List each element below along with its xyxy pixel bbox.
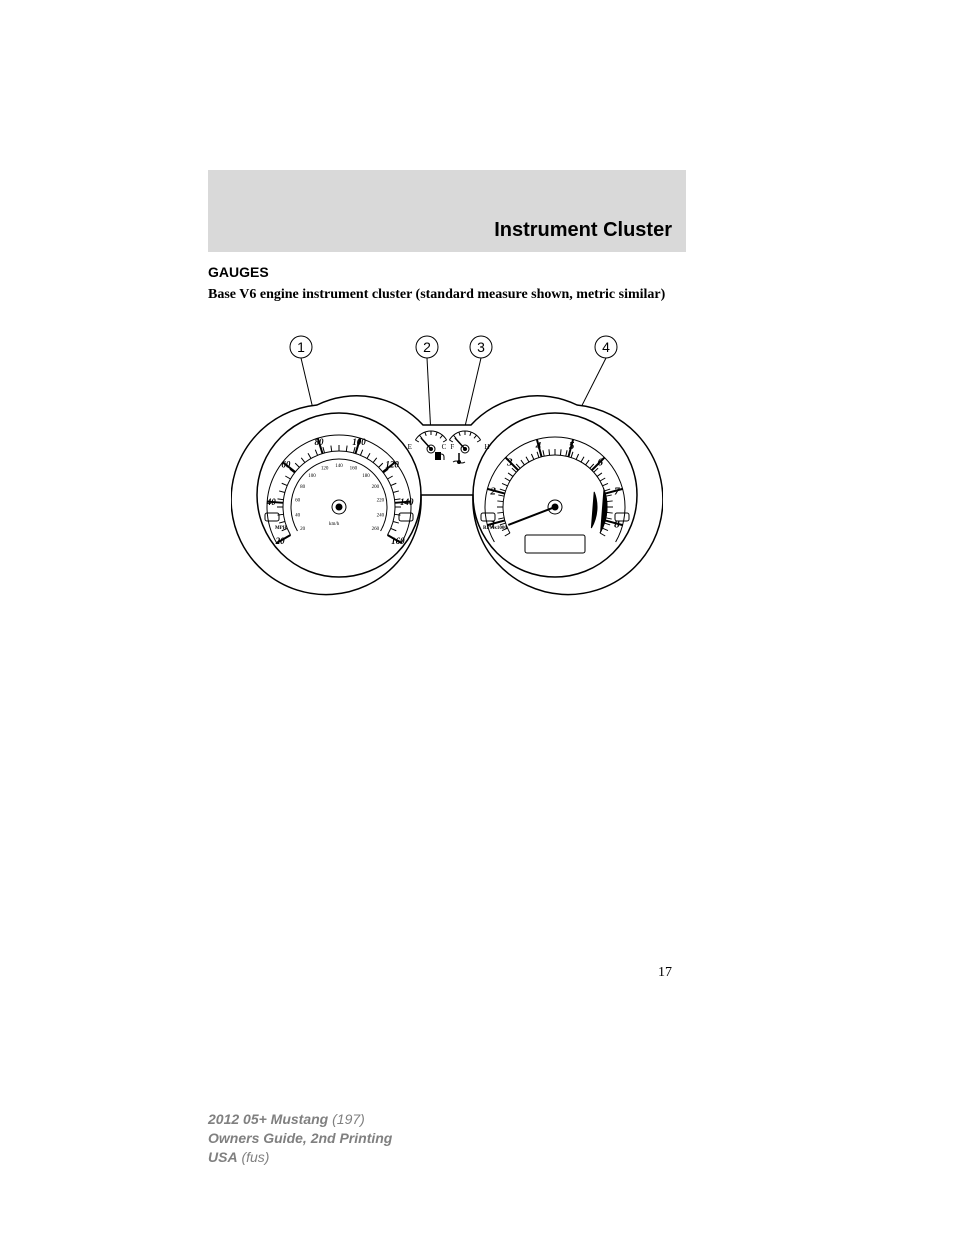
- svg-text:80: 80: [300, 485, 306, 490]
- footer: 2012 05+ Mustang (197) Owners Guide, 2nd…: [208, 1110, 392, 1167]
- footer-fus: (fus): [241, 1149, 269, 1165]
- footer-line-1: 2012 05+ Mustang (197): [208, 1110, 392, 1129]
- svg-text:4: 4: [535, 440, 542, 452]
- footer-model: 2012 05+ Mustang: [208, 1111, 328, 1127]
- footer-code: (197): [332, 1111, 365, 1127]
- page-content: Instrument Cluster GAUGES Base V6 engine…: [208, 170, 686, 620]
- svg-text:180: 180: [362, 474, 370, 479]
- svg-text:km/h: km/h: [329, 522, 340, 527]
- footer-line-2: Owners Guide, 2nd Printing: [208, 1129, 392, 1148]
- svg-text:140: 140: [335, 464, 343, 469]
- svg-text:5: 5: [569, 440, 575, 452]
- page-number: 17: [658, 965, 672, 981]
- gauges-heading: GAUGES: [208, 264, 686, 280]
- svg-text:20: 20: [275, 536, 286, 546]
- svg-text:120: 120: [321, 466, 329, 471]
- svg-text:100: 100: [308, 474, 316, 479]
- svg-text:80: 80: [314, 437, 324, 447]
- svg-text:6: 6: [598, 457, 604, 469]
- svg-text:E: E: [408, 443, 412, 451]
- svg-text:120: 120: [385, 459, 399, 469]
- section-title: Instrument Cluster: [494, 219, 672, 242]
- svg-text:260: 260: [372, 527, 380, 532]
- svg-text:2: 2: [489, 485, 496, 497]
- svg-text:7: 7: [614, 485, 620, 497]
- svg-text:RPMx1000: RPMx1000: [483, 526, 507, 531]
- svg-text:60: 60: [281, 459, 291, 469]
- cluster-subtitle: Base V6 engine instrument cluster (stand…: [208, 286, 686, 305]
- svg-text:1: 1: [297, 339, 305, 355]
- svg-text:2: 2: [423, 339, 431, 355]
- svg-text:C: C: [442, 443, 447, 451]
- svg-text:4: 4: [602, 339, 610, 355]
- svg-text:F: F: [450, 443, 454, 451]
- svg-text:200: 200: [372, 485, 380, 490]
- svg-text:H: H: [484, 443, 489, 451]
- header-bar: Instrument Cluster: [208, 170, 686, 252]
- svg-text:160: 160: [391, 536, 405, 546]
- svg-text:40: 40: [295, 513, 301, 518]
- svg-text:3: 3: [506, 457, 513, 469]
- svg-text:160: 160: [350, 466, 358, 471]
- svg-text:100: 100: [352, 437, 366, 447]
- svg-text:40: 40: [266, 497, 277, 507]
- svg-text:220: 220: [377, 499, 385, 504]
- footer-region: USA: [208, 1149, 238, 1165]
- cluster-svg: 1 2 3 4 20 40 60 80 100 120 140 160 20 40 60 80 100 120 1…: [231, 335, 663, 615]
- svg-text:20: 20: [300, 527, 306, 532]
- instrument-cluster-diagram: 1 2 3 4 20 40 60 80 100 120 140 160 20 40 60 80 100 120 1…: [231, 335, 663, 620]
- svg-text:MPH: MPH: [275, 526, 287, 531]
- svg-text:3: 3: [477, 339, 485, 355]
- svg-text:60: 60: [295, 499, 301, 504]
- svg-text:240: 240: [377, 513, 385, 518]
- svg-text:140: 140: [400, 497, 414, 507]
- footer-line-3: USA (fus): [208, 1148, 392, 1167]
